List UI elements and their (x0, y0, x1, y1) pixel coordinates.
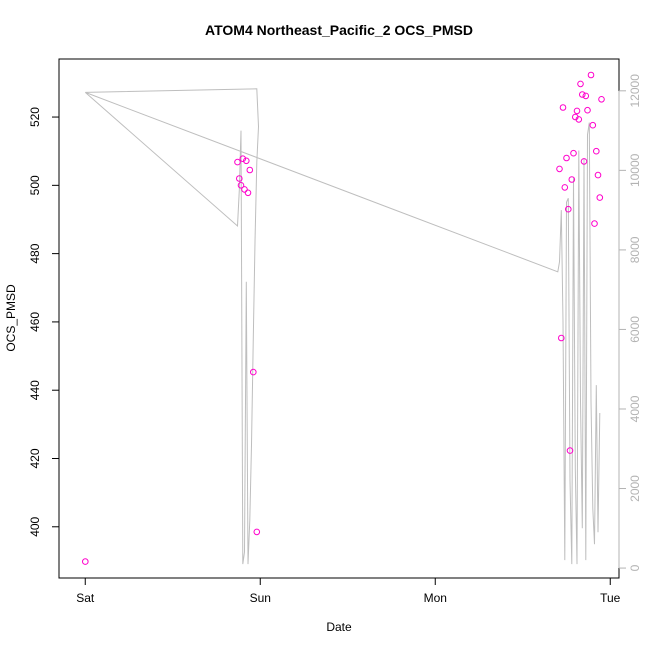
y2-tick-label: 12000 (628, 74, 642, 108)
data-point (579, 91, 586, 98)
data-point (577, 80, 584, 88)
data-point (563, 154, 570, 162)
y2-tick-label: 8000 (628, 236, 642, 263)
data-point (82, 558, 89, 565)
y-tick-label: 460 (28, 312, 42, 332)
x-tick-label: Tue (600, 591, 621, 605)
y2-tick-label: 10000 (628, 153, 642, 187)
data-point (591, 220, 598, 227)
data-point (558, 334, 565, 342)
data-point (250, 368, 257, 376)
data-point (566, 447, 574, 454)
data-point (570, 149, 577, 157)
y2-tick-label: 4000 (628, 395, 642, 422)
y-tick-label: 400 (28, 516, 42, 536)
x-tick-label: Mon (424, 591, 447, 605)
y-tick-label: 440 (28, 380, 42, 400)
y2-tick-label: 2000 (628, 475, 642, 502)
y-tick-label: 420 (28, 448, 42, 468)
data-point (244, 189, 252, 197)
data-point (565, 205, 572, 213)
data-point (246, 166, 254, 174)
data-point (568, 176, 576, 183)
axes: Sat Sun Mon Tue 400 420 440 460 480 500 520 0 2000 40… (28, 74, 642, 605)
data-point (559, 104, 567, 111)
x-tick-label: Sun (250, 591, 271, 605)
point-series (82, 71, 605, 565)
data-point (241, 186, 248, 193)
line-series (84, 88, 601, 565)
data-point (598, 96, 605, 103)
y-axis-label: OCS_PMSD (4, 284, 18, 352)
data-point (239, 155, 247, 162)
data-point (236, 175, 243, 182)
data-point (573, 107, 581, 115)
y2-tick-label: 0 (628, 564, 642, 571)
y2-tick-label: 6000 (628, 316, 642, 343)
x-axis-label: Date (326, 620, 352, 634)
x-tick-label: Sat (76, 591, 95, 605)
data-point (253, 528, 261, 536)
y-tick-label: 500 (28, 175, 42, 195)
data-point (594, 171, 602, 179)
data-point (582, 92, 590, 100)
data-point (584, 106, 591, 114)
chart-title: ATOM4 Northeast_Pacific_2 OCS_PMSD (205, 22, 473, 38)
data-point (237, 182, 245, 189)
data-point (561, 184, 569, 191)
y-tick-label: 520 (28, 107, 42, 127)
data-point (575, 116, 583, 123)
data-point (234, 158, 241, 166)
data-point (596, 194, 604, 201)
plot-box (58, 58, 620, 579)
data-point (556, 165, 563, 173)
data-point (243, 157, 250, 165)
y-tick-label: 480 (28, 243, 42, 263)
data-point (580, 158, 588, 165)
data-point (587, 71, 595, 79)
line-series-path (84, 88, 601, 565)
data-point (593, 147, 600, 155)
data-point (589, 121, 597, 129)
